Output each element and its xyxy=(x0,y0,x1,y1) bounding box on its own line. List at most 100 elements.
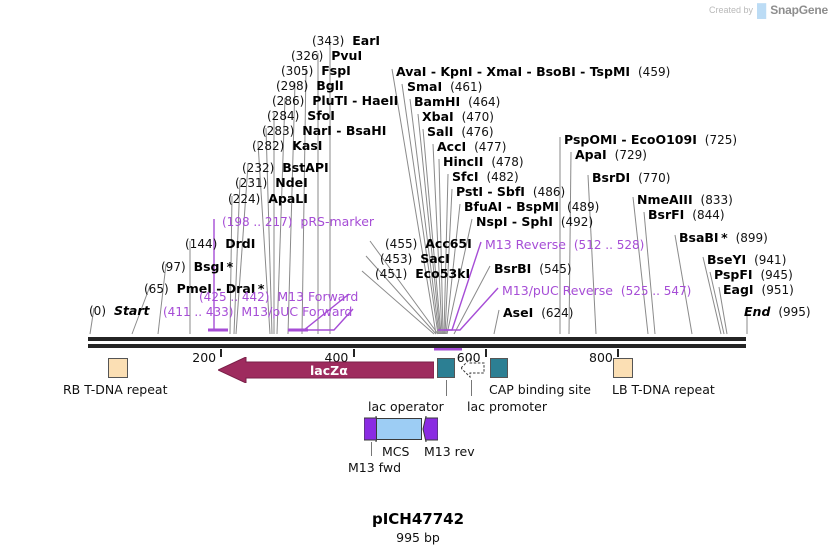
map-label-eco53kI[interactable]: (451) Eco53kI xyxy=(375,267,470,281)
map-label-name: BglI xyxy=(316,78,344,93)
map-label-bsrDI[interactable]: BsrDI (770) xyxy=(592,171,670,185)
map-label-position: (995) xyxy=(778,305,811,319)
map-label-earI[interactable]: (343) EarI xyxy=(312,34,380,48)
map-label-hincII[interactable]: HincII (478) xyxy=(443,155,524,169)
map-label-pluTI-haeII[interactable]: (286) PluTI - HaeII xyxy=(272,94,398,108)
map-label-end[interactable]: End (995) xyxy=(744,305,811,319)
map-label-salI[interactable]: SalI (476) xyxy=(427,125,494,139)
map-label-position: (305) xyxy=(281,64,314,78)
map-label-apaLI[interactable]: (224) ApaLI xyxy=(228,192,308,206)
map-label-name: ApaLI xyxy=(268,191,308,206)
map-label-name: ApaI xyxy=(575,147,607,162)
map-label-name: PspFI xyxy=(714,267,753,282)
watermark-prefix: Created by xyxy=(709,5,754,15)
map-label-name: M13 Forward xyxy=(277,289,359,304)
map-label-aseI[interactable]: AseI (624) xyxy=(503,306,573,320)
tick-m13-fwd xyxy=(371,442,372,456)
map-label-name: M13/pUC Reverse xyxy=(502,283,613,298)
map-label-position: (489) xyxy=(567,200,600,214)
map-label-name: KasI xyxy=(292,138,323,153)
map-label-name: EarI xyxy=(352,33,381,48)
map-label-position: (326) xyxy=(291,49,324,63)
feature-lacz-alpha[interactable] xyxy=(218,357,434,383)
map-label-name: Acc65I xyxy=(425,236,472,251)
ruler-tick-200 xyxy=(220,349,223,357)
map-label-name: BseYI xyxy=(707,252,747,267)
map-label-position: (492) xyxy=(560,215,594,229)
map-label-position: (343) xyxy=(312,34,345,48)
feature-label-lac-operator: lac operator xyxy=(368,399,444,414)
map-label-fspI[interactable]: (305) FspI xyxy=(281,64,351,78)
map-label-position: (231) xyxy=(235,176,268,190)
map-label-position: (478) xyxy=(491,155,524,169)
map-label-position: (459) xyxy=(638,65,671,79)
map-label-bsrBI[interactable]: BsrBI (545) xyxy=(494,262,572,276)
map-label-start[interactable]: (0) Start xyxy=(89,304,150,318)
map-label-pvuI[interactable]: (326) PvuI xyxy=(291,49,362,63)
map-label-bfuAI-bspMI[interactable]: BfuAI - BspMI (489) xyxy=(464,200,599,214)
map-label-position: (486) xyxy=(532,185,566,199)
snapgene-logo-icon: █ xyxy=(757,2,767,18)
map-label-bstAPI[interactable]: (232) BstAPI xyxy=(242,161,329,175)
map-label-m13-forward[interactable]: (425 .. 442) M13 Forward xyxy=(199,290,358,304)
map-label-name: BsgI * xyxy=(193,259,234,274)
map-label-name: Start xyxy=(113,303,150,318)
feature-rb-tdna-repeat[interactable] xyxy=(108,358,128,378)
ruler-tick-400 xyxy=(352,349,355,357)
map-label-narI-bsaHI[interactable]: (283) NarI - BsaHI xyxy=(262,124,386,138)
map-label-eagI[interactable]: EagI (951) xyxy=(723,283,794,297)
map-label-pspFI[interactable]: PspFI (945) xyxy=(714,268,793,282)
map-label-name: M13/pUC Forward xyxy=(241,304,353,319)
map-label-name: End xyxy=(744,304,771,319)
map-label-name: M13 Reverse xyxy=(485,237,566,252)
map-label-bsgI[interactable]: (97) BsgI * xyxy=(161,260,233,274)
map-label-bsaBI[interactable]: BsaBI * (899) xyxy=(679,231,768,245)
map-label-kasI[interactable]: (282) KasI xyxy=(252,139,322,153)
plasmid-name: pICH47742 xyxy=(371,510,465,528)
map-label-smaI[interactable]: SmaI (461) xyxy=(407,80,482,94)
map-label-pstI-sbfI[interactable]: PstI - SbfI (486) xyxy=(456,185,565,199)
map-label-name: NmeAIII xyxy=(637,192,693,207)
map-label-ndeI[interactable]: (231) NdeI xyxy=(235,176,308,190)
map-label-m13-reverse[interactable]: M13 Reverse (512 .. 528) xyxy=(485,238,644,252)
map-label-position: (941) xyxy=(754,253,787,267)
map-label-pspOMI-ecoO109I[interactable]: PspOMI - EcoO109I (725) xyxy=(564,133,737,147)
feature-cap-binding-site[interactable] xyxy=(490,358,508,378)
map-label-prs-marker[interactable]: (198 .. 217) pRS-marker xyxy=(222,215,374,229)
map-label-bsrFI[interactable]: BsrFI (844) xyxy=(648,208,725,222)
map-label-bseYI[interactable]: BseYI (941) xyxy=(707,253,786,267)
map-label-m13puc-forward[interactable]: (411 .. 433) M13/pUC Forward xyxy=(163,305,352,319)
map-label-name: NarI - BsaHI xyxy=(302,123,387,138)
map-label-bamHI[interactable]: BamHI (464) xyxy=(414,95,500,109)
map-label-xbaI[interactable]: XbaI (470) xyxy=(422,110,494,124)
feature-label-lb-tdna: LB T-DNA repeat xyxy=(612,382,715,397)
map-label-nmeAIII[interactable]: NmeAIII (833) xyxy=(637,193,733,207)
map-label-drdI[interactable]: (144) DrdI xyxy=(185,237,255,251)
map-label-m13puc-reverse[interactable]: M13/pUC Reverse (525 .. 547) xyxy=(502,284,691,298)
map-label-name: PvuI xyxy=(331,48,363,63)
map-label-name: SmaI xyxy=(407,79,443,94)
map-label-position: (476) xyxy=(461,125,494,139)
feature-lac-operator[interactable] xyxy=(437,358,455,378)
map-label-apaI[interactable]: ApaI (729) xyxy=(575,148,647,162)
map-label-position: (65) xyxy=(144,282,169,296)
map-label-position: (477) xyxy=(474,140,507,154)
map-label-acc65I[interactable]: (455) Acc65I xyxy=(385,237,472,251)
feature-lac-promoter[interactable] xyxy=(460,357,485,382)
mcs-box[interactable] xyxy=(376,418,422,440)
mcs-m13-rev-primer-arrow[interactable] xyxy=(422,415,439,446)
map-label-nspI-sphI[interactable]: NspI - SphI (492) xyxy=(476,215,593,229)
map-label-sacI[interactable]: (453) SacI xyxy=(380,252,450,266)
map-label-position: (899) xyxy=(735,231,768,245)
map-label-name: SfcI xyxy=(452,169,479,184)
map-label-avaI-group[interactable]: AvaI - KpnI - XmaI - BsoBI - TspMI (459) xyxy=(396,65,670,79)
sequence-backbone-bottom xyxy=(88,344,746,348)
map-label-position: (283) xyxy=(262,124,295,138)
map-label-sfcI[interactable]: SfcI (482) xyxy=(452,170,519,184)
map-label-sfoI[interactable]: (284) SfoI xyxy=(267,109,335,123)
feature-lb-tdna-repeat[interactable] xyxy=(613,358,633,378)
map-label-pmeI-draI[interactable]: (65) PmeI - DraI * xyxy=(144,282,264,296)
map-label-bglI[interactable]: (298) BglI xyxy=(276,79,344,93)
map-label-accI[interactable]: AccI (477) xyxy=(437,140,506,154)
